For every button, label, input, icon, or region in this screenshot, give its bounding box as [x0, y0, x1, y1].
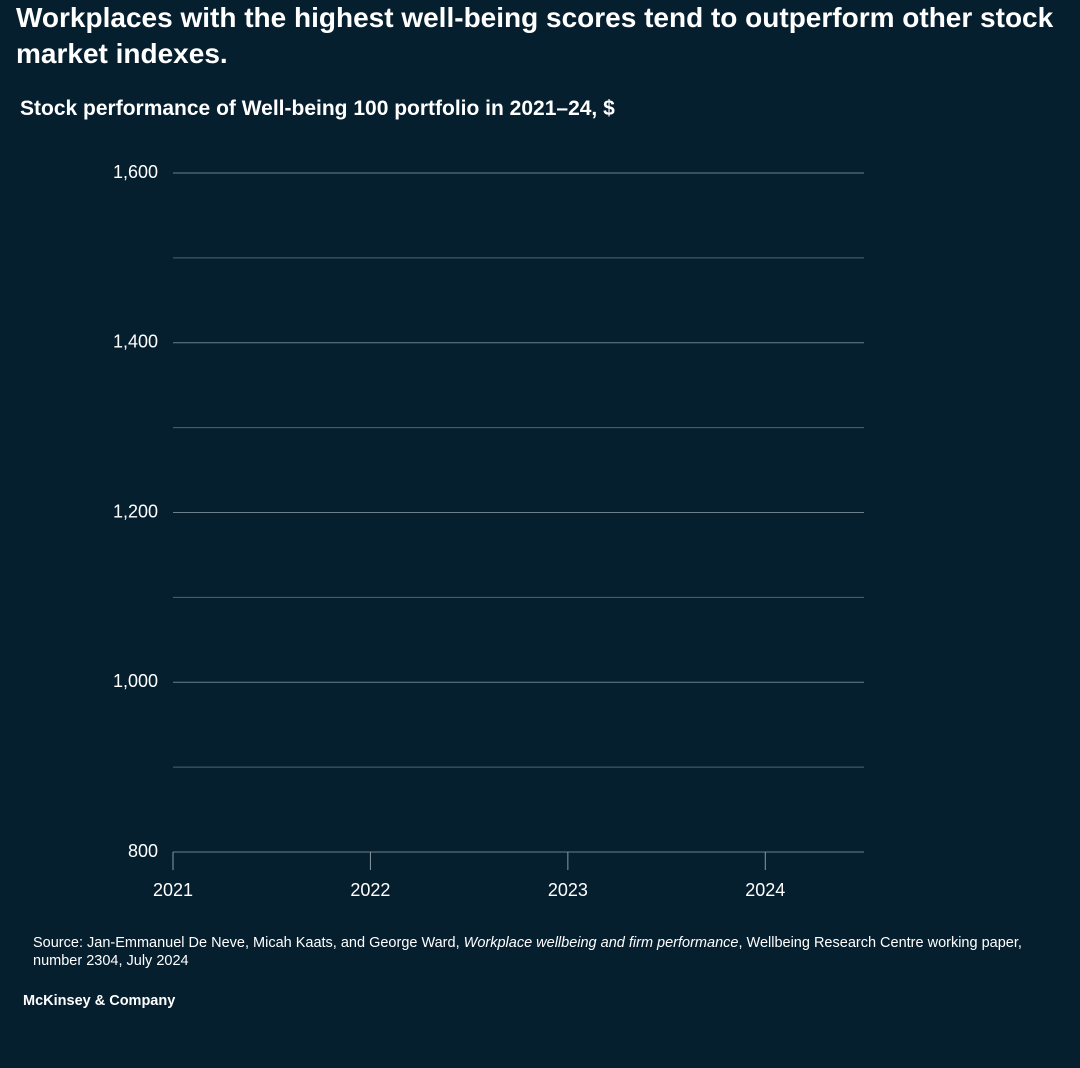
chart-title: Workplaces with the highest well-being s…: [16, 2, 1054, 69]
source-note: Source: Jan-Emmanuel De Neve, Micah Kaat…: [33, 934, 1063, 970]
chart: 800 1,000 1,200 1,400 1,600 2021 2022 2023 2024: [113, 162, 864, 900]
y-tick-label: 1,000: [113, 671, 158, 691]
source-text: Source: Jan-Emmanuel De Neve, Micah Kaat…: [33, 935, 464, 951]
source-text: , Wellbeing Research Centre working pape…: [33, 935, 1022, 969]
x-tick-label: 2024: [745, 880, 785, 900]
x-tick-label: 2023: [548, 880, 588, 900]
footer: McKinsey & Company: [23, 993, 176, 1009]
chart-subtitle: Stock performance of Well-being 100 port…: [20, 97, 615, 120]
x-tick-label: 2021: [153, 880, 193, 900]
x-tick-label: 2022: [350, 880, 390, 900]
y-tick-label: 800: [128, 841, 158, 861]
source-title: Workplace wellbeing and firm performance: [463, 935, 739, 951]
y-tick-label: 1,600: [113, 162, 158, 182]
y-tick-label: 1,400: [113, 332, 158, 352]
y-tick-label: 1,200: [113, 501, 158, 521]
